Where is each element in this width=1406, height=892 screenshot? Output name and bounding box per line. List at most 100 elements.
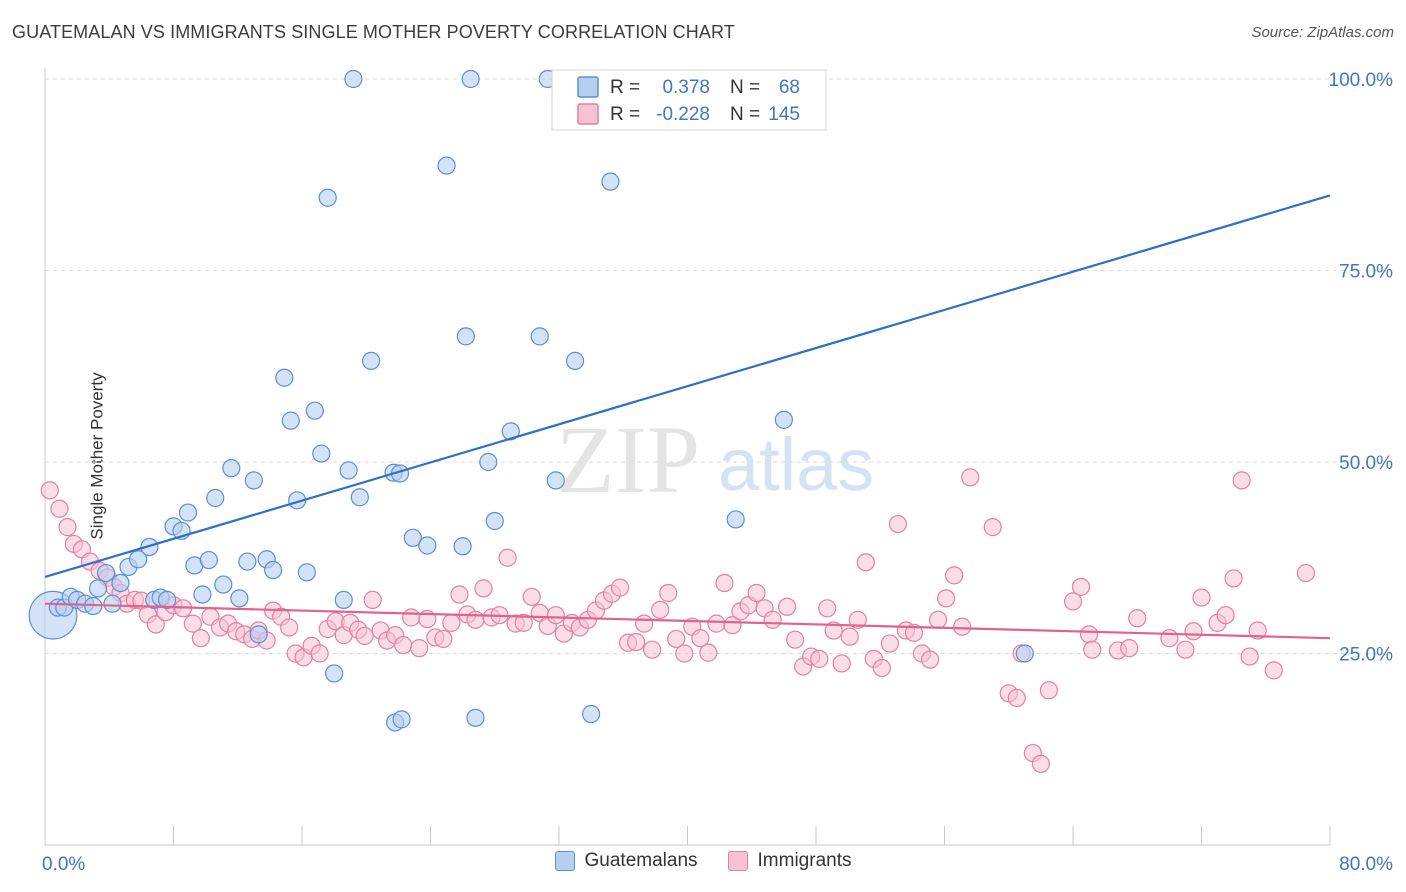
legend-n-value: 68 [779,77,800,98]
guatemalans-swatch [554,851,575,871]
guatemalans-point [344,69,363,89]
immigrants-point [786,630,805,649]
immigrants-point [777,597,797,616]
immigrants-point [937,589,956,608]
legend-r-label: R = [610,77,640,98]
guatemalans-point [96,563,116,583]
immigrants-point [546,606,565,625]
guatemalans-point [361,351,381,370]
immigrants-point [1007,688,1026,708]
guatemalans-point [334,590,353,609]
immigrants-point [1039,681,1059,700]
immigrants-point [434,629,453,649]
immigrants-point [961,468,980,487]
immigrants-point [747,583,766,603]
source-label: Source: ZipAtlas.com [1251,24,1394,41]
legend-r-value: -0.228 [656,104,710,125]
immigrants-point [920,650,940,669]
immigrants-point [872,658,891,678]
immigrants-point [810,649,829,668]
immigrants-point [474,579,493,598]
guatemalans-point [582,704,601,724]
guatemalans-point [111,573,130,593]
guatemalans-point [222,459,241,478]
guatemalans-point [565,351,585,370]
immigrants-point [514,613,533,632]
immigrants-point [675,644,694,663]
guatemalans-point [350,488,369,507]
legend-guatemalans-swatch [577,76,599,98]
guatemalans-point [501,422,520,441]
guatemalans-point [325,664,344,683]
immigrants-point [410,639,429,658]
guatemalans-point [275,368,294,387]
immigrants-point [1176,640,1195,659]
immigrants-point [723,616,742,635]
immigrants-point [58,518,77,537]
guatemalans-points [28,69,1034,732]
immigrants-point [945,566,964,585]
watermark-zip: ZIP [556,406,700,513]
immigrants-point [610,578,630,597]
legend-n-value: 145 [768,104,800,125]
guatemalans-point [339,461,358,480]
immigrants-point [310,644,329,663]
immigrants-point [1296,563,1316,583]
guatemalans-point [214,575,233,594]
guatemalans-point [485,511,504,531]
guatemalans-point [178,503,198,522]
immigrants-point [1128,609,1147,628]
guatemalans-point [129,550,148,569]
immigrants-point [1071,577,1091,596]
watermark: ZIP atlas [556,406,874,513]
legend-label-immigrants: Immigrants [757,850,852,871]
guatemalans-point [318,188,337,207]
legend-label-guatemalans: Guatemalans [584,850,698,871]
guatemalans-point [437,156,456,175]
immigrants-point [707,614,726,633]
legend-n-label: N = [730,104,760,125]
immigrants-point [191,629,210,648]
guatemalans-point [103,594,122,613]
immigrants-point [888,514,908,534]
immigrants-point [1063,592,1083,611]
immigrants-point [699,643,718,662]
legend-r-label: R = [610,104,640,125]
immigrants-point [1264,661,1283,680]
immigrants-point [643,640,662,659]
legend-box: R = 0.378 N = 68 R = -0.228 N = 145 [551,69,827,131]
guatemalans-point [244,471,263,490]
immigrants-point [1232,471,1251,490]
guatemalans-point [193,585,212,604]
guatemalans-point [88,579,108,598]
immigrants-point [466,610,485,629]
guatemalans-point [238,552,257,571]
immigrants-point [715,573,734,593]
guatemalans-point [453,537,472,556]
immigrants-point [1031,754,1050,773]
immigrants-point [280,618,299,637]
immigrants-point [183,614,202,633]
guatemalans-point [546,471,565,490]
immigrants-point [450,585,469,604]
immigrants-point [498,548,517,567]
guatemalans-point [206,488,225,508]
immigrants-point [1216,606,1235,625]
immigrants-point [442,613,461,632]
immigrants-point [1224,569,1243,588]
immigrants-point [659,583,678,603]
legend-r-value: 0.378 [662,77,710,98]
immigrants-point [840,627,859,646]
immigrants-point [928,610,948,629]
guatemalans-point [392,710,411,729]
trend-lines [44,194,1331,640]
immigrants-point [355,626,374,645]
immigrants-point [856,553,875,572]
legend-immigrants-swatch [577,103,599,125]
immigrants-point [363,590,382,609]
guatemalans-trend-line [44,194,1331,578]
immigrants-point [1248,621,1267,640]
immigrants-point [818,599,837,618]
immigrants-point [146,615,165,634]
immigrants-point [1160,629,1179,648]
